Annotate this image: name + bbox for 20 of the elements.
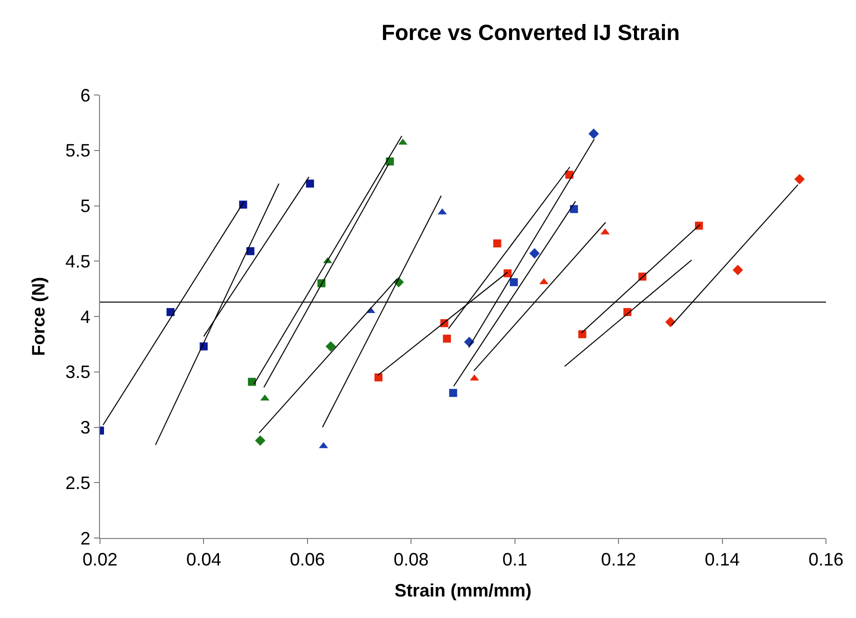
x-tick-label: 0.08 xyxy=(394,550,429,570)
x-tick-label: 0.16 xyxy=(808,550,844,570)
y-tick-label: 2.5 xyxy=(65,472,90,493)
y-axis-title: Force (N) xyxy=(28,276,49,356)
y-tick-label: 3.5 xyxy=(65,362,90,382)
y-tick-label: 4 xyxy=(80,306,90,327)
y-tick-label: 4.5 xyxy=(65,251,90,272)
x-tick-label: 0.04 xyxy=(186,550,222,570)
x-tick-label: 0.12 xyxy=(601,550,636,570)
y-tick-label: 3 xyxy=(80,418,90,438)
x-tick-label: 0.1 xyxy=(502,550,528,570)
y-tick-label: 6 xyxy=(80,85,90,106)
x-tick-label: 0.06 xyxy=(290,550,325,570)
x-axis-title: Strain (mm/mm) xyxy=(394,580,532,601)
y-tick-label: 5.5 xyxy=(65,140,90,161)
x-tick-label: 0.14 xyxy=(704,550,740,570)
y-tick-label: 5 xyxy=(80,196,90,216)
x-tick-label: 0.02 xyxy=(82,550,118,570)
chart-title: Force vs Converted IJ Strain xyxy=(382,20,680,46)
y-tick-label: 2 xyxy=(80,528,90,548)
